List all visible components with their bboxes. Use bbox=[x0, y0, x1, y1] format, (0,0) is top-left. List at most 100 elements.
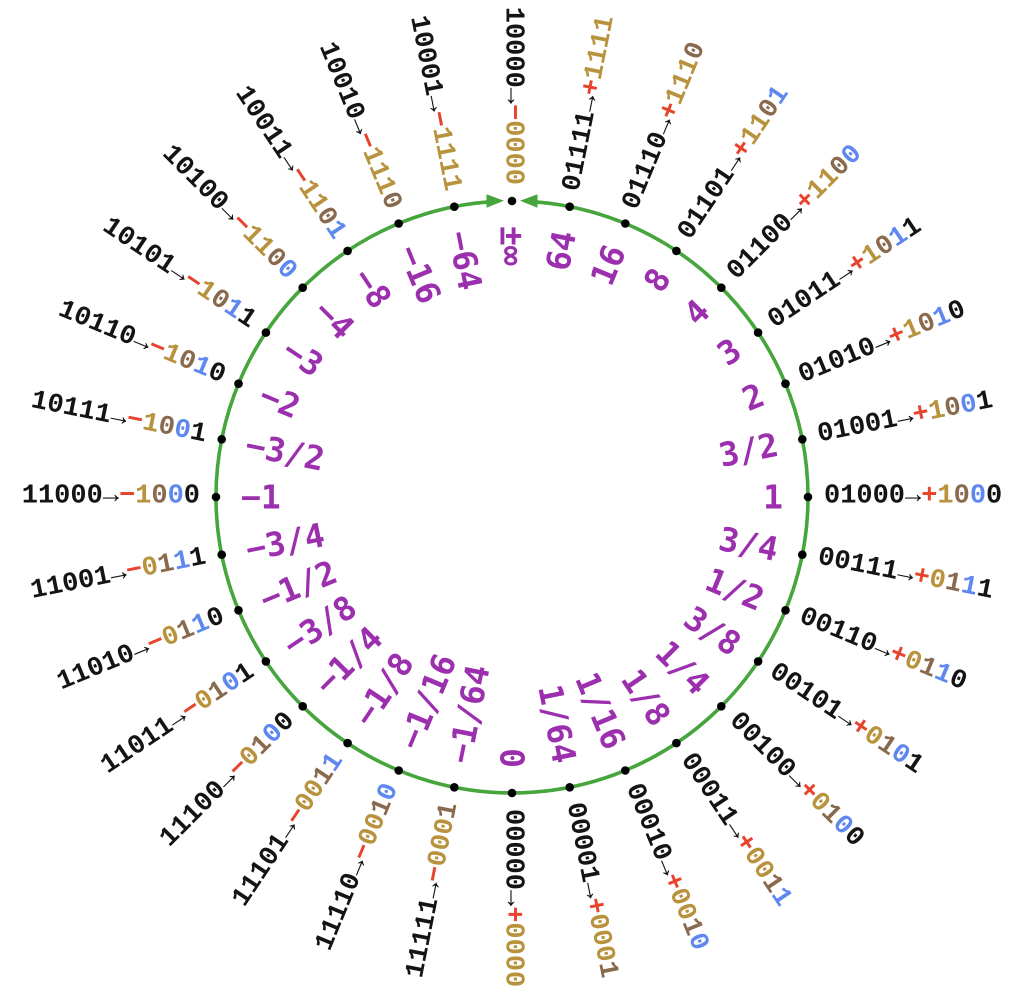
tick-dot bbox=[717, 702, 726, 711]
posit-code: 10001 bbox=[402, 13, 448, 99]
mapping-label-00010: 00010→+0010 bbox=[618, 779, 714, 955]
posit-code: 10011 bbox=[227, 80, 298, 165]
mapping-label-11000: 11000→−1000 bbox=[21, 481, 200, 512]
exponent-bit: 0 bbox=[969, 481, 987, 512]
posit-code: 01001 bbox=[814, 405, 901, 451]
posit-code: 10010 bbox=[310, 38, 370, 125]
value-label-10001: −64 bbox=[440, 227, 490, 294]
tick-dot bbox=[717, 283, 726, 293]
value-label-01011: 3 bbox=[709, 330, 749, 374]
mapping-label-01010: 01010→+1010 bbox=[794, 295, 970, 391]
value-label-10010: −16 bbox=[390, 239, 450, 310]
mapping-label-11111: 11111→−0001 bbox=[401, 800, 465, 981]
mapping-label-00111: 00111→+0111 bbox=[815, 542, 996, 607]
regime-terminator-bit: 0 bbox=[151, 481, 168, 512]
tick-dot bbox=[672, 246, 681, 256]
mapping-label-00001: 00001→+0001 bbox=[559, 800, 623, 981]
value-label-10100: −4 bbox=[306, 291, 363, 348]
value-label-01100: 4 bbox=[675, 291, 718, 334]
arrowhead-left bbox=[486, 194, 504, 208]
mapping-label-01110: 01110→+1110 bbox=[617, 38, 713, 215]
sign-bit: + bbox=[497, 906, 528, 923]
value-label-01010: 2 bbox=[736, 375, 770, 419]
tick-dot bbox=[450, 783, 459, 792]
tick-dot bbox=[394, 219, 404, 228]
posit-code: 10110 bbox=[53, 295, 140, 354]
maps-to-arrow: → bbox=[905, 481, 922, 512]
posit-code: 11000 bbox=[21, 481, 103, 512]
sign-bit: − bbox=[497, 103, 528, 121]
tick-dot bbox=[261, 657, 271, 666]
tick-dot bbox=[234, 606, 243, 615]
value-label-01111: 64 bbox=[537, 227, 584, 274]
tick-dot bbox=[565, 783, 574, 792]
posit-code: 01101 bbox=[672, 161, 743, 246]
value-label-10111: −3/2 bbox=[242, 425, 328, 479]
sign-bit: − bbox=[118, 481, 136, 512]
posit-code: 11011 bbox=[95, 711, 180, 782]
value-label-10000: ±∞ bbox=[492, 226, 532, 266]
mapping-label-01111: 01111→+1111 bbox=[558, 13, 622, 194]
mapping-label-10111: 10111→−1001 bbox=[28, 386, 209, 450]
tick-dots bbox=[211, 196, 813, 798]
tick-dot bbox=[781, 379, 790, 389]
mapping-label-10001: 10001→−1111 bbox=[402, 13, 466, 194]
posit-code: 01100 bbox=[721, 208, 801, 287]
regime-bit: 1 bbox=[135, 481, 152, 512]
posit-code: 00000 bbox=[497, 809, 528, 891]
posit-code: 01110 bbox=[617, 127, 676, 215]
regime-bit: 0 bbox=[497, 954, 528, 972]
value-label-10110: −2 bbox=[254, 375, 306, 427]
posit-code: 11001 bbox=[28, 561, 114, 607]
posit-code: 01010 bbox=[794, 332, 881, 391]
posit-code: 11010 bbox=[53, 639, 140, 699]
tick-dot bbox=[621, 766, 630, 775]
posit-code: 01011 bbox=[762, 265, 847, 336]
tick-dot bbox=[217, 550, 226, 559]
regime-bit: 1 bbox=[937, 481, 954, 512]
tick-dot bbox=[672, 738, 681, 748]
posit-code: 00010 bbox=[618, 779, 677, 866]
posit-code: 00011 bbox=[673, 747, 744, 832]
mapping-label-00110: 00110→+0110 bbox=[794, 602, 971, 698]
tick-dot bbox=[261, 328, 271, 337]
posit-code: 11100 bbox=[154, 775, 233, 854]
tick-dot bbox=[394, 766, 404, 775]
tick-dot bbox=[217, 435, 226, 444]
tick-dot bbox=[298, 702, 308, 711]
tick-dot bbox=[343, 246, 352, 256]
posit-code: 00100 bbox=[722, 706, 801, 786]
mapping-label-10110: 10110→−1010 bbox=[53, 295, 230, 391]
posit-code: 10111 bbox=[28, 386, 114, 432]
posit-code: 10100 bbox=[155, 139, 234, 218]
maps-to-arrow: → bbox=[497, 890, 528, 907]
posit-code: 00111 bbox=[815, 542, 901, 588]
mapping-label-01001: 01001→+1001 bbox=[814, 386, 996, 451]
posit-code: 11111 bbox=[401, 895, 447, 981]
mapping-label-01000: 01000→+1000 bbox=[824, 481, 1003, 512]
tick-dot bbox=[507, 196, 517, 206]
posit-code: 00110 bbox=[794, 602, 882, 661]
mapping-label-10000: 10000→−0000 bbox=[497, 7, 528, 185]
value-label-00000: 0 bbox=[492, 748, 532, 768]
tick-dot bbox=[621, 219, 630, 228]
value-label-01000: 1 bbox=[763, 477, 783, 517]
mapping-label-11010: 11010→−0110 bbox=[53, 602, 229, 699]
posit-code: 11110 bbox=[310, 869, 369, 956]
fraction-bit: 0 bbox=[986, 481, 1003, 512]
regime-bit: 0 bbox=[497, 168, 528, 185]
tick-dot bbox=[234, 379, 243, 389]
regime-bit: 0 bbox=[497, 120, 528, 137]
tick-dot bbox=[450, 202, 459, 211]
posit-code: 01000 bbox=[824, 481, 906, 512]
posit-code: 11101 bbox=[226, 828, 297, 913]
sign-bit: + bbox=[921, 481, 938, 512]
tick-dot bbox=[798, 550, 807, 559]
tick-dot bbox=[781, 606, 790, 615]
value-label-11000: −1 bbox=[241, 477, 281, 517]
maps-to-arrow: → bbox=[497, 87, 528, 104]
fraction-bit: 0 bbox=[183, 481, 200, 512]
tick-dot bbox=[798, 435, 807, 444]
